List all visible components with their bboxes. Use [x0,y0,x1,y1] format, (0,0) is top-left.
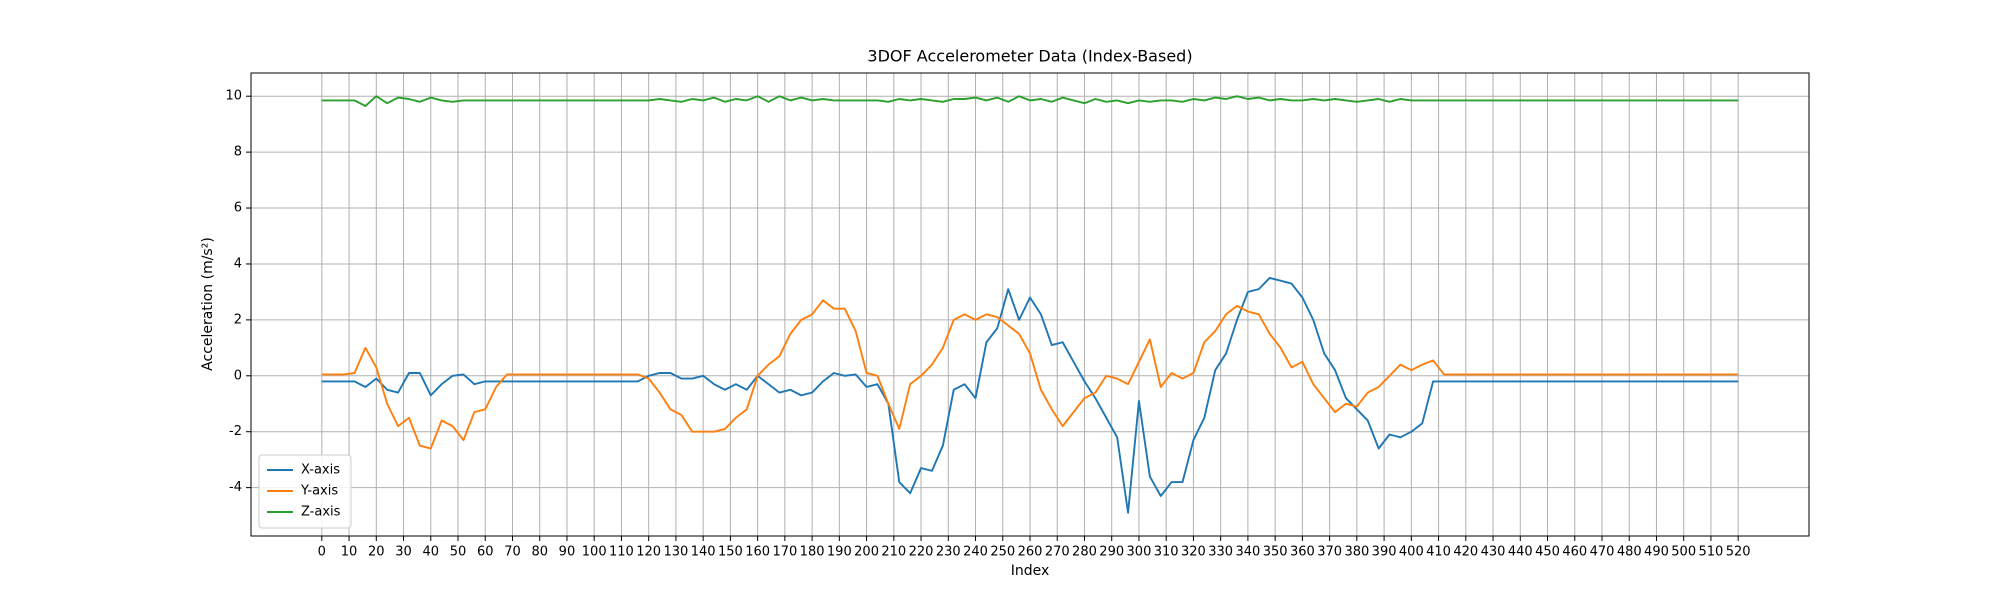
y-axis-label: Acceleration (m/s²) [200,237,216,371]
x-axis-label: Index [1011,563,1050,579]
x-tick-label: 70 [504,545,521,560]
plot-frame [250,72,1810,537]
y-tick-label: 2 [234,312,242,327]
x-tick-label: 400 [1399,545,1424,560]
x-tick-label: 150 [718,545,743,560]
x-tick-label: 430 [1481,545,1506,560]
legend-box [258,454,352,529]
x-tick-label: 290 [1099,545,1124,560]
x-tick-label: 340 [1235,545,1260,560]
y-tick-label: 10 [225,89,242,104]
x-tick-label: 240 [963,545,988,560]
x-tick-label: 470 [1590,545,1615,560]
x-tick-label: 350 [1263,545,1288,560]
x-tick-label: 260 [1018,545,1043,560]
x-tick-label: 60 [477,545,494,560]
x-tick-label: 120 [636,545,661,560]
x-tick-label: 40 [422,545,439,560]
x-tick-label: 520 [1726,545,1751,560]
x-tick-label: 200 [854,545,879,560]
x-tick-label: 460 [1562,545,1587,560]
x-tick-label: 320 [1181,545,1206,560]
x-tick-label: 270 [1045,545,1070,560]
y-tick-label: 4 [234,256,242,271]
x-tick-label: 500 [1671,545,1696,560]
x-tick-label: 300 [1127,545,1152,560]
x-tick-label: 160 [745,545,770,560]
x-tick-label: 50 [450,545,467,560]
x-tick-label: 490 [1644,545,1669,560]
x-tick-label: 140 [691,545,716,560]
x-tick-label: 250 [990,545,1015,560]
data-line [321,95,1739,107]
legend-label: Z-axis [301,505,341,520]
x-tick-label: 100 [582,545,607,560]
x-tick-label: 330 [1208,545,1233,560]
legend-label: X-axis [301,463,340,478]
x-tick-label: 280 [1072,545,1097,560]
x-tick-label: 30 [395,545,412,560]
y-tick-label: -4 [229,480,242,495]
x-tick-label: 10 [341,545,358,560]
x-tick-label: 0 [318,545,326,560]
x-tick-label: 90 [559,545,576,560]
y-tick-label: -2 [229,424,242,439]
legend-label: Y-axis [300,484,338,499]
x-tick-label: 510 [1699,545,1724,560]
x-tick-label: 110 [609,545,634,560]
data-line [321,276,1739,514]
x-tick-label: 420 [1453,545,1478,560]
x-tick-label: 480 [1617,545,1642,560]
legend: X-axis Y-axis Z-axis [258,454,352,529]
x-tick-label: 190 [827,545,852,560]
x-tick-label: 220 [909,545,934,560]
x-tick-label: 440 [1508,545,1533,560]
x-tick-label: 410 [1426,545,1451,560]
y-tick-label: 8 [234,145,242,160]
x-tick-label: 450 [1535,545,1560,560]
x-tick-label: 180 [800,545,825,560]
x-tick-label: 80 [531,545,548,560]
x-tick-label: 380 [1344,545,1369,560]
x-tick-label: 170 [772,545,797,560]
x-tick-label: 230 [936,545,961,560]
x-tick-label: 370 [1317,545,1342,560]
x-tick-label: 310 [1154,545,1179,560]
x-tick-label: 390 [1372,545,1397,560]
x-tick-label: 130 [663,545,688,560]
x-tick-label: 210 [881,545,906,560]
chart-title: 3DOF Accelerometer Data (Index-Based) [867,47,1192,66]
y-tick-label: 0 [234,368,242,383]
data-line [321,299,1739,450]
x-tick-label: 20 [368,545,385,560]
y-tick-label: 6 [234,201,242,216]
x-tick-label: 360 [1290,545,1315,560]
